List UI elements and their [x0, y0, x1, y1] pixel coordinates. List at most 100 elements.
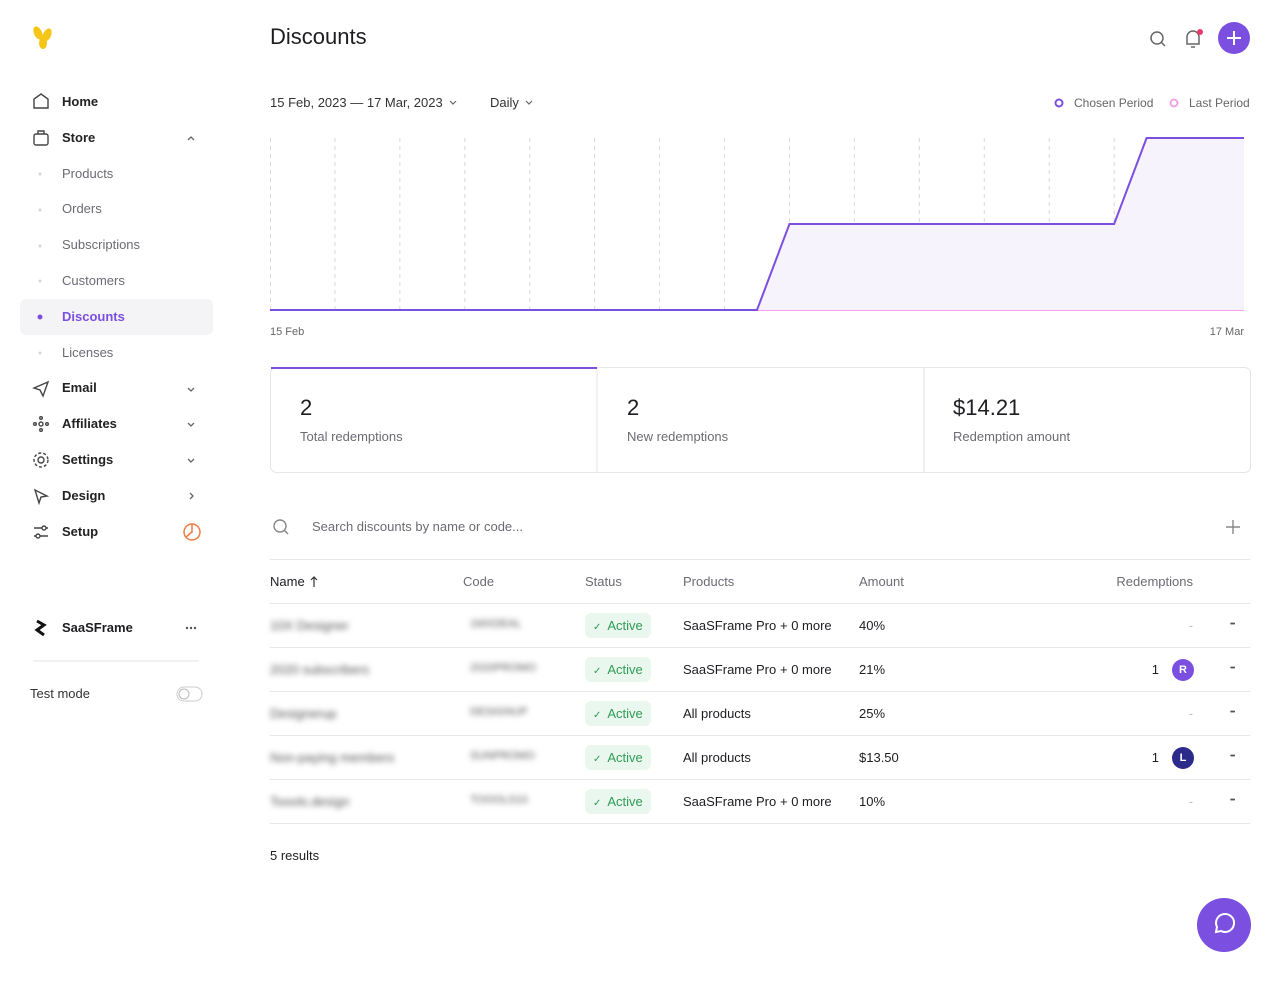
workspace-menu[interactable] [185, 626, 197, 630]
product-more: + 0 more [780, 794, 832, 809]
amount: 10% [859, 794, 886, 809]
discount-name[interactable]: Non-paying members [270, 750, 395, 765]
nav-item[interactable]: Settings [62, 452, 114, 467]
subnav-item[interactable]: Licenses [62, 344, 114, 360]
chart: 15 Feb 17 Mar Chosen Period Last Period [270, 96, 1250, 338]
discount-name[interactable]: Designerup [270, 706, 337, 721]
status-badge: ✓ Active [585, 745, 651, 770]
product: SaaSFrame Pro [683, 618, 777, 633]
discount-code: 1MXDEAL [470, 618, 522, 630]
discount-name[interactable]: 2020 subscribers [270, 662, 369, 677]
row-menu[interactable]: ••• [1230, 709, 1235, 716]
status-text: Active [607, 750, 643, 765]
row-divider [270, 603, 1250, 604]
discount-code: DESIGNUP [470, 706, 528, 718]
stat-value: $14.21 [953, 395, 1021, 420]
page-title: Discounts [270, 24, 367, 49]
row-menu[interactable]: ••• [1230, 753, 1235, 760]
legend-label: Last Period [1189, 96, 1250, 110]
active-dot [37, 314, 43, 320]
subnav-item[interactable]: Products [62, 165, 114, 181]
x-tick-label: 17 Mar [1210, 326, 1245, 338]
help-button[interactable] [1197, 898, 1251, 952]
row-divider [270, 735, 1250, 736]
column-header[interactable]: Redemptions [1116, 574, 1193, 589]
discount-name[interactable]: Toools.design [270, 794, 350, 809]
stat-label: New redemptions [627, 429, 729, 444]
product: All products [683, 706, 751, 721]
nav-icons [32, 93, 50, 539]
row-menu[interactable]: ••• [1230, 665, 1235, 672]
subnav-item[interactable]: Customers [62, 273, 125, 288]
row-menu[interactable]: ••• [1230, 797, 1235, 804]
stat-label: Total redemptions [300, 429, 403, 444]
column-header[interactable]: Products [683, 574, 735, 589]
workspace-name[interactable]: SaaSFrame [62, 620, 133, 635]
row-divider [270, 823, 1250, 824]
test-mode: Test mode [30, 686, 90, 701]
subnav-item[interactable]: Discounts [62, 308, 125, 324]
discount-name[interactable]: 10X Designer [270, 618, 349, 633]
avatar: R [1172, 659, 1194, 681]
product: SaaSFrame Pro [683, 794, 777, 809]
redemptions: - [1188, 706, 1193, 721]
column-header[interactable]: Amount [859, 574, 904, 589]
discount-code: SUNPROMO [470, 750, 535, 762]
status-badge: ✓ Active [585, 789, 651, 814]
stat-value: 2 [300, 395, 313, 420]
subnav-dots [38, 172, 42, 355]
redemptions: 1 [1151, 750, 1159, 765]
amount: 21% [859, 662, 886, 677]
discount-code: TOOOLS10 [470, 794, 528, 806]
nav-item[interactable]: Affiliates [62, 416, 117, 432]
stat-value: 2 [627, 395, 640, 420]
add-filter[interactable] [1226, 520, 1240, 534]
nav-item[interactable]: Setup [62, 523, 99, 539]
row-divider [270, 647, 1250, 648]
search-icon [273, 519, 287, 533]
date-range[interactable]: 15 Feb, 2023 — 17 Mar, 2023 [270, 95, 443, 110]
column-header[interactable]: Status [585, 574, 622, 589]
stat-label: Redemption amount [953, 429, 1071, 444]
interval[interactable]: Daily [490, 95, 519, 110]
product-more: + 0 more [780, 618, 832, 633]
amount: 40% [859, 618, 886, 633]
nav-item[interactable]: Home [62, 94, 99, 109]
row-menu[interactable]: ••• [1230, 621, 1235, 628]
redemptions: - [1188, 794, 1193, 809]
column-header[interactable]: Name [270, 574, 305, 589]
amount: $13.50 [859, 750, 899, 765]
active-nav-bg [20, 299, 213, 335]
area [270, 138, 1244, 310]
sort-arrow[interactable] [310, 576, 318, 587]
row-divider [270, 779, 1250, 780]
series-line [270, 137, 1244, 311]
status-text: Active [607, 662, 643, 677]
legend-label: Chosen Period [1074, 96, 1153, 110]
status-text: Active [607, 794, 643, 809]
nav-item[interactable]: Store [62, 129, 96, 145]
legend-marker [1169, 98, 1179, 108]
column-header[interactable]: Code [463, 574, 495, 589]
x-tick-label: 15 Feb [270, 326, 304, 338]
chevrons [187, 136, 195, 500]
search-icon[interactable] [1150, 31, 1164, 45]
nav-item[interactable]: Design [62, 487, 106, 503]
redemptions: 1 [1151, 662, 1159, 677]
subnav-item[interactable]: Subscriptions [62, 237, 141, 253]
nav-item[interactable]: Email [62, 380, 97, 396]
product-more: + 0 more [780, 662, 832, 677]
subnav-item[interactable]: Orders [62, 201, 102, 217]
row-divider [270, 691, 1250, 692]
legend-marker [1054, 98, 1064, 108]
status-badge: ✓ Active [585, 613, 651, 638]
results-count: 5 results [270, 848, 320, 863]
product: SaaSFrame Pro [683, 662, 777, 677]
status-text: Active [607, 706, 643, 721]
redemptions: - [1188, 618, 1193, 633]
search-input[interactable]: Search discounts by name or code... [312, 519, 524, 534]
status-text: Active [607, 618, 643, 633]
bell-icon[interactable] [1186, 30, 1200, 48]
status-badge: ✓ Active [585, 701, 651, 726]
